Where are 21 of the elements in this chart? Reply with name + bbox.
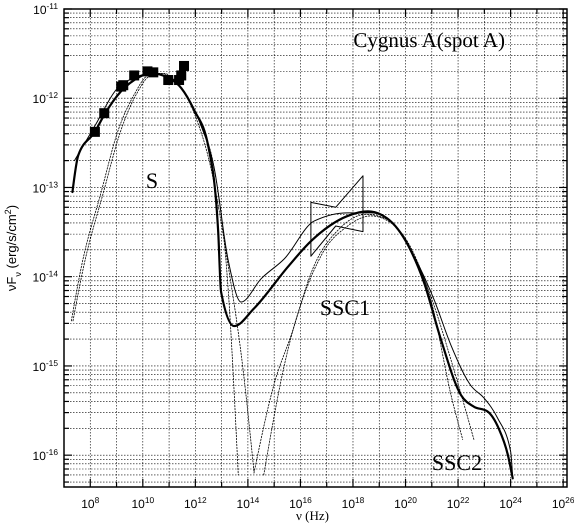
y-tick-label: 10$^{-12}$	[32, 90, 58, 106]
x-tick-label: 10$^{26}$	[552, 495, 574, 511]
x-tick-label: 10$^{24}$	[499, 495, 522, 511]
x-tick-label: 10$^{14}$	[236, 495, 260, 511]
y-tick-label: 10$^{-11}$	[33, 1, 58, 17]
y-tick-label: 10$^{-14}$	[32, 268, 58, 285]
y-tick-label: 10$^{-15}$	[32, 358, 58, 374]
annotation: Cygnus A(spot A)	[353, 28, 506, 52]
x-tick-label: 10$^{20}$	[394, 495, 418, 511]
x-axis-title: ν (Hz)	[296, 508, 329, 523]
annotation: S	[146, 168, 158, 193]
x-tick-label: 10$^{18}$	[342, 495, 365, 511]
y-tick-label: 10$^{-16}$	[32, 447, 58, 464]
x-tick-label: 10$^{10}$	[131, 495, 154, 511]
annotation: SSC2	[432, 450, 482, 475]
y-tick-label: 10$^{-13}$	[32, 179, 58, 196]
x-tick-label: 10$^{16}$	[289, 495, 312, 511]
annotation: SSC1	[320, 295, 370, 320]
x-tick-label: 10$^{12}$	[184, 495, 208, 511]
x-tick-label: 10$^{8}$	[81, 495, 100, 511]
x-tick-label: 10$^{22}$	[446, 495, 470, 511]
